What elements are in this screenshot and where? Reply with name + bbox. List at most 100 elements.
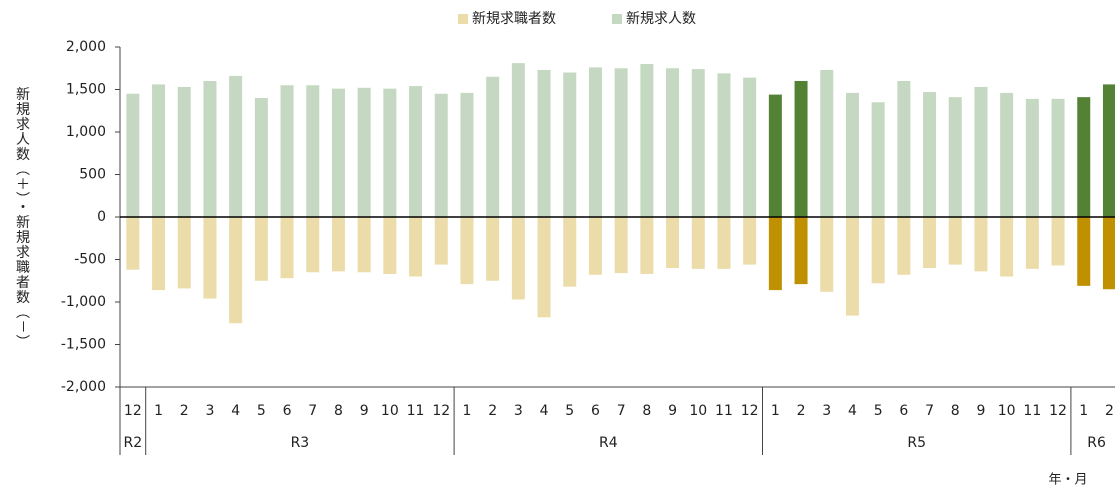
y-tick-label: 1,000 (66, 124, 106, 140)
x-tick-label: 2 (180, 403, 189, 419)
bar (280, 85, 294, 217)
x-tick-label: 7 (925, 403, 934, 419)
bar (331, 88, 345, 218)
group-label: R5 (907, 435, 926, 451)
bar (152, 84, 166, 218)
x-tick-label: 6 (899, 403, 908, 419)
x-tick-label: 6 (591, 403, 600, 419)
bar (717, 217, 731, 269)
x-tick-label: 4 (231, 403, 240, 419)
bar (897, 217, 911, 275)
x-tick-label: 1 (154, 403, 163, 419)
bar (1025, 98, 1039, 217)
y-axis-label: 新規求人数（＋）・新規求職者数（－） (14, 87, 30, 350)
bar (254, 98, 268, 217)
bar (563, 72, 577, 217)
x-tick-label: 5 (257, 403, 266, 419)
bar (871, 102, 885, 217)
x-tick-label: 5 (565, 403, 574, 419)
bar (306, 217, 320, 273)
bar (537, 217, 551, 318)
bar (357, 87, 371, 217)
legend-label: 新規求職者数 (472, 11, 556, 27)
x-tick-label: 9 (976, 403, 985, 419)
bar (254, 217, 268, 281)
bar (743, 217, 757, 265)
x-tick-label: 11 (407, 403, 425, 419)
bar (1077, 217, 1091, 286)
bar (434, 217, 448, 265)
x-tick-label: 8 (951, 403, 960, 419)
bar (923, 217, 937, 268)
bar (486, 217, 500, 281)
bar (768, 217, 782, 291)
bar (537, 69, 551, 217)
x-tick-label: 4 (540, 403, 549, 419)
bar (409, 86, 423, 217)
bar (666, 217, 680, 268)
bar (640, 217, 654, 274)
bar (614, 217, 628, 274)
group-label: R6 (1087, 435, 1106, 451)
x-tick-label: 9 (360, 403, 369, 419)
y-tick-label: -1,500 (61, 337, 106, 353)
bar (717, 73, 731, 217)
bar (177, 86, 191, 217)
bar (511, 63, 525, 218)
bar (794, 81, 808, 217)
bar (820, 217, 834, 292)
x-tick-label: 1 (1079, 403, 1088, 419)
x-tick-label: 12 (741, 403, 759, 419)
bar (177, 217, 191, 289)
x-tick-label: 10 (998, 403, 1016, 419)
x-tick-label: 1 (771, 403, 780, 419)
bar (948, 217, 962, 265)
bar (691, 217, 705, 269)
bar (948, 97, 962, 217)
bar (229, 217, 243, 324)
bar (203, 81, 217, 217)
x-tick-label: 8 (642, 403, 651, 419)
x-tick-label: 3 (205, 403, 214, 419)
y-tick-label: -1,000 (61, 294, 106, 310)
bar (331, 217, 345, 272)
x-tick-label: 4 (848, 403, 857, 419)
bar (897, 81, 911, 217)
group-label: R4 (599, 435, 618, 451)
bar (486, 76, 500, 217)
x-tick-label: 8 (334, 403, 343, 419)
x-tick-label: 9 (668, 403, 677, 419)
bar (588, 67, 602, 218)
bar (357, 217, 371, 273)
y-tick-label: -2,000 (61, 379, 106, 395)
x-tick-label: 1 (462, 403, 471, 419)
x-tick-label: 5 (874, 403, 883, 419)
bar (1025, 217, 1039, 269)
bar (640, 64, 654, 217)
x-tick-label: 12 (124, 403, 142, 419)
bar (845, 217, 859, 316)
group-label: R2 (124, 435, 143, 451)
y-tick-label: 2,000 (66, 39, 106, 55)
bar (743, 77, 757, 217)
bar (820, 69, 834, 217)
bar (845, 92, 859, 217)
x-tick-label: 12 (432, 403, 450, 419)
bar (460, 92, 474, 217)
x-tick-label: 7 (617, 403, 626, 419)
bar (563, 217, 577, 287)
bar (460, 217, 474, 285)
bar (306, 85, 320, 217)
bar (152, 217, 166, 291)
x-tick-label: 2 (1105, 403, 1114, 419)
x-tick-label: 3 (514, 403, 523, 419)
x-tick-label: 6 (283, 403, 292, 419)
bar (383, 217, 397, 274)
bar (434, 93, 448, 217)
bar (614, 68, 628, 217)
x-tick-label: 2 (797, 403, 806, 419)
bar (511, 217, 525, 300)
y-tick-label: -500 (74, 252, 106, 268)
y-tick-label: 500 (79, 167, 106, 183)
